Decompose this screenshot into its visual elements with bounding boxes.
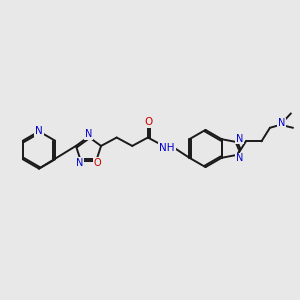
- Text: N: N: [76, 158, 83, 168]
- Text: NH: NH: [159, 143, 175, 153]
- Text: N: N: [236, 153, 244, 164]
- Text: N: N: [278, 118, 286, 128]
- Text: N: N: [236, 134, 244, 144]
- Text: O: O: [94, 158, 102, 168]
- Text: N: N: [35, 126, 43, 136]
- Text: O: O: [144, 117, 153, 127]
- Text: N: N: [85, 129, 92, 140]
